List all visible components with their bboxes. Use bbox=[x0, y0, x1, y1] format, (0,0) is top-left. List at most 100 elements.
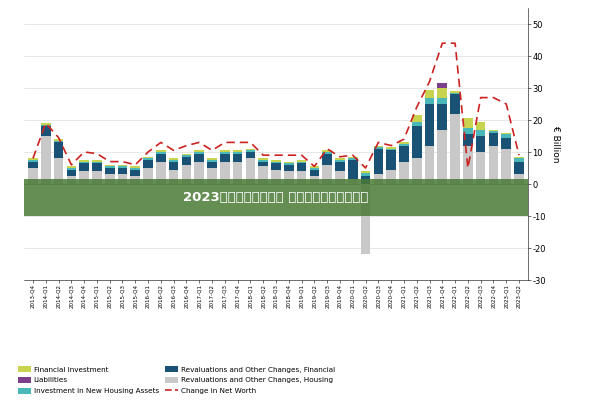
Bar bbox=[514, 162, 524, 174]
Bar bbox=[233, 162, 242, 184]
Bar bbox=[220, 162, 230, 184]
Bar bbox=[437, 83, 447, 88]
Bar bbox=[310, 176, 319, 184]
Bar bbox=[220, 150, 230, 152]
Bar bbox=[322, 154, 332, 165]
Bar bbox=[450, 94, 460, 114]
Bar bbox=[156, 152, 166, 154]
Bar bbox=[169, 160, 178, 162]
Bar bbox=[207, 160, 217, 162]
Bar bbox=[284, 162, 293, 163]
Bar bbox=[412, 126, 422, 158]
Bar bbox=[92, 160, 102, 162]
Bar bbox=[182, 165, 191, 184]
Bar bbox=[476, 122, 485, 130]
Bar bbox=[476, 152, 485, 184]
Bar bbox=[28, 162, 38, 168]
Bar bbox=[156, 150, 166, 152]
Bar bbox=[271, 170, 281, 184]
Bar bbox=[425, 104, 434, 146]
Bar bbox=[28, 160, 38, 162]
Bar bbox=[437, 88, 447, 98]
Bar bbox=[412, 122, 422, 126]
Bar bbox=[92, 163, 102, 171]
Bar bbox=[297, 160, 307, 162]
Bar bbox=[194, 162, 204, 184]
Bar bbox=[259, 166, 268, 184]
Bar bbox=[259, 158, 268, 160]
Bar bbox=[488, 130, 498, 131]
Bar bbox=[322, 150, 332, 152]
Bar bbox=[79, 163, 89, 171]
Bar bbox=[259, 160, 268, 162]
Bar bbox=[130, 168, 140, 170]
Bar bbox=[399, 146, 409, 162]
Bar bbox=[156, 162, 166, 184]
Bar bbox=[348, 160, 358, 179]
Bar bbox=[67, 176, 76, 184]
Bar bbox=[450, 91, 460, 93]
Bar bbox=[348, 179, 358, 184]
Bar bbox=[374, 147, 383, 149]
Bar bbox=[130, 166, 140, 168]
Bar bbox=[488, 146, 498, 184]
Bar bbox=[386, 149, 396, 150]
Bar bbox=[220, 154, 230, 162]
Bar bbox=[425, 90, 434, 98]
Bar bbox=[271, 160, 281, 162]
Bar bbox=[105, 168, 115, 174]
Bar bbox=[182, 155, 191, 157]
Bar bbox=[386, 150, 396, 170]
Bar bbox=[79, 160, 89, 162]
Bar bbox=[514, 158, 524, 162]
Bar bbox=[233, 154, 242, 162]
Bar bbox=[514, 174, 524, 184]
Legend: Financial Investment, Liabilities, Investment in New Housing Assets, Revaluation: Financial Investment, Liabilities, Inves… bbox=[16, 364, 337, 396]
Bar bbox=[502, 134, 511, 138]
Bar bbox=[207, 158, 217, 160]
Bar bbox=[54, 141, 64, 142]
Bar bbox=[271, 162, 281, 163]
Bar bbox=[502, 149, 511, 184]
Bar bbox=[105, 165, 115, 166]
Bar bbox=[374, 146, 383, 147]
Bar bbox=[143, 158, 153, 160]
Bar bbox=[233, 152, 242, 154]
Bar bbox=[348, 158, 358, 160]
Bar bbox=[67, 166, 76, 168]
Bar bbox=[425, 98, 434, 104]
Bar bbox=[488, 131, 498, 133]
Bar bbox=[348, 157, 358, 158]
Bar bbox=[488, 133, 498, 146]
Bar bbox=[374, 174, 383, 184]
Bar bbox=[118, 165, 127, 166]
Bar bbox=[143, 168, 153, 184]
Bar bbox=[361, 173, 370, 176]
Bar bbox=[476, 136, 485, 152]
Bar bbox=[130, 170, 140, 176]
Bar bbox=[310, 168, 319, 170]
Bar bbox=[463, 128, 473, 134]
Bar bbox=[361, 171, 370, 173]
Bar bbox=[322, 165, 332, 184]
Bar bbox=[54, 139, 64, 141]
Bar bbox=[245, 150, 255, 152]
Bar bbox=[41, 126, 50, 136]
Bar bbox=[399, 162, 409, 184]
Bar bbox=[284, 171, 293, 184]
Bar bbox=[143, 160, 153, 168]
Bar bbox=[41, 125, 50, 126]
Bar bbox=[361, 184, 370, 254]
Bar bbox=[169, 162, 178, 170]
Bar bbox=[476, 130, 485, 136]
Bar bbox=[245, 152, 255, 158]
Bar bbox=[437, 98, 447, 104]
Bar bbox=[92, 162, 102, 163]
Bar bbox=[28, 158, 38, 160]
Bar bbox=[335, 158, 345, 160]
Bar bbox=[297, 171, 307, 184]
Bar bbox=[335, 162, 345, 171]
Bar bbox=[297, 162, 307, 163]
Bar bbox=[245, 158, 255, 184]
Bar bbox=[118, 166, 127, 168]
